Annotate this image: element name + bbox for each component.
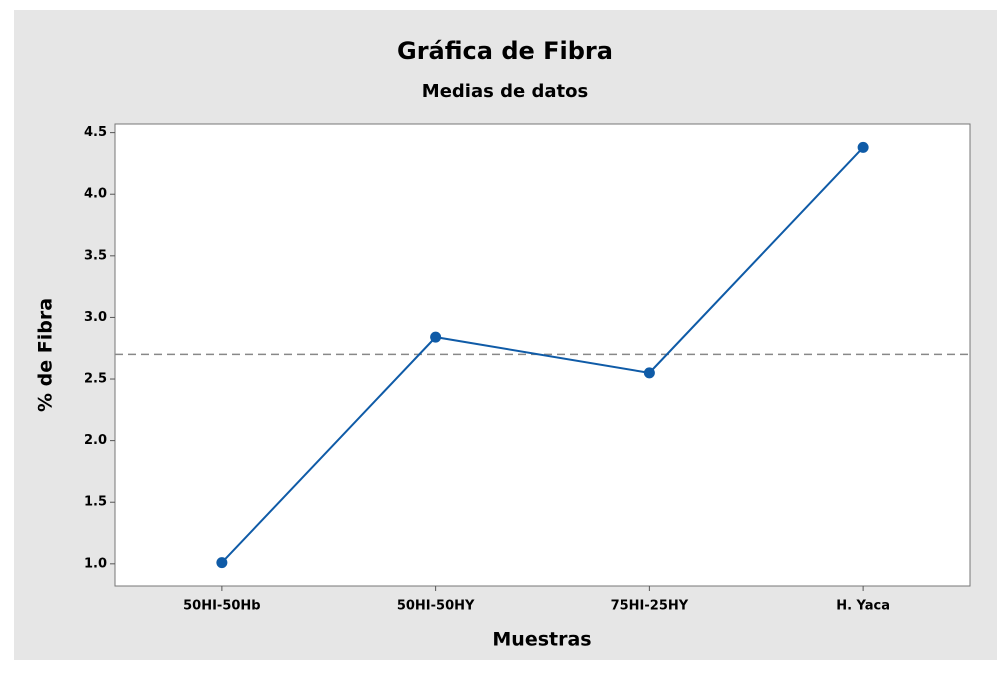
y-tick-label: 1.0 [84, 556, 107, 571]
y-tick-label: 2.5 [84, 372, 107, 387]
y-tick-label: 3.0 [84, 310, 107, 325]
x-tick-label: 50HI-50HY [397, 599, 475, 614]
y-tick-label: 3.5 [84, 248, 107, 263]
data-point [857, 141, 869, 153]
x-axis-label: Muestras [492, 629, 591, 651]
y-tick-label: 1.5 [84, 495, 107, 510]
y-tick-label: 4.5 [84, 125, 107, 140]
data-point [430, 331, 442, 343]
chart-title: Gráfica de Fibra [397, 37, 613, 65]
x-tick-label: 75HI-25HY [611, 599, 689, 614]
y-axis-label: % de Fibra [35, 298, 57, 412]
y-tick-label: 4.0 [84, 187, 107, 202]
data-line [221, 146, 864, 564]
data-point [216, 557, 228, 569]
chart-subtitle: Medias de datos [422, 81, 588, 102]
y-tick-label: 2.0 [84, 433, 107, 448]
x-tick-label: H. Yaca [836, 599, 890, 614]
data-point [643, 367, 655, 379]
x-tick-label: 50HI-50Hb [183, 599, 260, 614]
